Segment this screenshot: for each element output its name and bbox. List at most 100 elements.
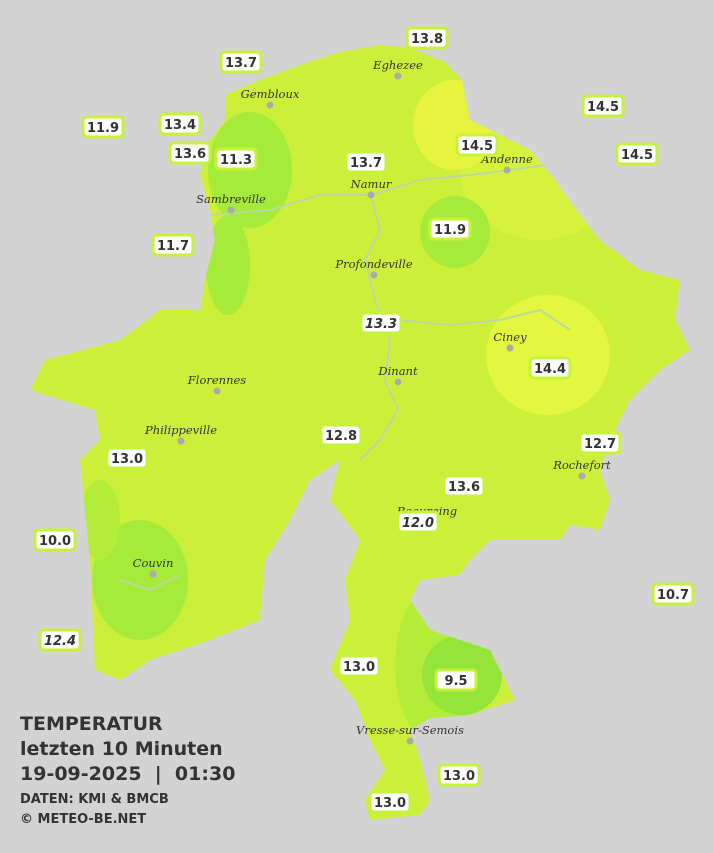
station: 13.0 [105, 446, 149, 470]
city-label: Gembloux [241, 87, 300, 101]
station-value: 13.4 [164, 118, 196, 133]
station-value: 13.3 [365, 317, 397, 332]
station-value: 14.4 [534, 362, 566, 377]
city-label: Rochefort [552, 458, 611, 472]
station: 14.4 [528, 356, 572, 380]
station: 13.7 [219, 50, 263, 74]
station-value: 11.3 [220, 153, 252, 168]
station-value: 13.0 [374, 796, 406, 811]
station-value: 14.5 [621, 148, 653, 163]
rivers [119, 164, 571, 592]
city-label: Sambreville [196, 192, 266, 206]
city-dot [578, 472, 586, 480]
city-dot [266, 101, 274, 109]
city-label: Eghezee [372, 58, 423, 72]
legend-text: TEMPERATUR letzten 10 Minuten 19-09-2025… [20, 713, 235, 827]
station-value: 14.5 [587, 100, 619, 115]
station-value: 9.5 [444, 674, 467, 689]
station-value: 12.8 [325, 429, 357, 444]
station-box [528, 356, 572, 380]
station: 10.0 [33, 528, 77, 552]
city-dot [394, 72, 402, 80]
station-box [428, 217, 472, 241]
station-box [214, 147, 258, 171]
city-label: Profondeville [334, 257, 412, 271]
source: DATEN: KMI & BMCB [20, 792, 169, 807]
station-box [33, 528, 77, 552]
station-box [455, 133, 499, 157]
station-box [105, 446, 149, 470]
station-value: 13.7 [350, 156, 382, 171]
station-box [437, 763, 481, 787]
station-box [651, 582, 695, 606]
station: 12.4 [38, 628, 82, 652]
station: 14.5 [615, 142, 659, 166]
station: 12.0 [396, 510, 440, 534]
station-value: 12.0 [402, 516, 434, 531]
city-dot [506, 344, 514, 352]
city-label: Couvin [133, 556, 174, 570]
station: 13.4 [158, 112, 202, 136]
city-dot [149, 570, 157, 578]
station-box [344, 150, 388, 174]
city-label: Ciney [493, 330, 527, 344]
station: 14.5 [455, 133, 499, 157]
station-value: 11.9 [87, 121, 119, 136]
station-box [319, 423, 363, 447]
city-dot [406, 737, 414, 745]
city-label: Florennes [187, 373, 247, 387]
station: 13.8 [405, 26, 449, 50]
city-label: Namur [350, 177, 393, 191]
subtitle: letzten 10 Minuten [20, 738, 223, 760]
datetime: 19-09-2025 | 01:30 [20, 763, 235, 785]
station-box [615, 142, 659, 166]
title: TEMPERATUR [20, 713, 163, 735]
station-box [359, 311, 403, 335]
station: 13.0 [337, 654, 381, 678]
station-value: 10.7 [657, 588, 689, 603]
city-dot [213, 387, 221, 395]
station-box [81, 115, 125, 139]
city-dot [394, 378, 402, 386]
station-value: 13.8 [411, 32, 443, 47]
station-value: 13.7 [225, 56, 257, 71]
station-value: 13.0 [443, 769, 475, 784]
city-dot [370, 271, 378, 279]
station: 13.0 [437, 763, 481, 787]
station-value: 12.4 [44, 634, 76, 649]
station: 11.9 [81, 115, 125, 139]
station: 11.9 [428, 217, 472, 241]
city-label: Vresse-sur-Semois [356, 723, 464, 737]
station: 13.3 [359, 311, 403, 335]
station: 11.7 [151, 233, 195, 257]
station-value: 13.0 [343, 660, 375, 675]
station-box [368, 790, 412, 814]
station-box [168, 141, 212, 165]
station-value: 13.6 [174, 147, 206, 162]
station-box [151, 233, 195, 257]
city-dot [227, 206, 235, 214]
city-dot [367, 191, 375, 199]
station-value: 11.9 [434, 223, 466, 238]
temperature-zones [80, 80, 620, 747]
station: 13.6 [442, 474, 486, 498]
station: 12.7 [578, 431, 622, 455]
station-box [405, 26, 449, 50]
station: 10.7 [651, 582, 695, 606]
station: 13.7 [344, 150, 388, 174]
station: 13.6 [168, 141, 212, 165]
city-dot [177, 437, 185, 445]
stations: 13.8 13.7 11.9 13.4 13.6 11.3 13.7 14.5 14.5 14.5… [33, 26, 695, 814]
station-box [396, 510, 440, 534]
city-label: Dinant [377, 364, 418, 378]
station-box [434, 668, 478, 692]
station-value: 12.7 [584, 437, 616, 452]
station-box [337, 654, 381, 678]
station-box [578, 431, 622, 455]
station-value: 13.6 [448, 480, 480, 495]
station-box [442, 474, 486, 498]
station-value: 13.0 [111, 452, 143, 467]
station-box [158, 112, 202, 136]
station: 12.8 [319, 423, 363, 447]
